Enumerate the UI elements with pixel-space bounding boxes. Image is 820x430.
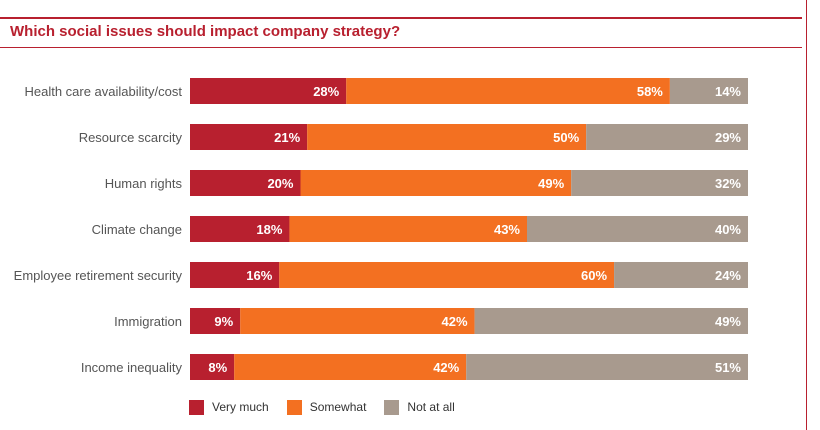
top-rule bbox=[0, 17, 802, 19]
bar-income-inequality-not-at-all bbox=[466, 354, 748, 380]
value-label-human-rights-somewhat: 49% bbox=[538, 176, 564, 191]
category-label-resource-scarcity: Resource scarcity bbox=[79, 130, 183, 145]
bar-climate-change-very-much bbox=[190, 216, 290, 242]
value-label-employee-retirement-security-not-at-all: 24% bbox=[715, 268, 741, 283]
legend: Very much Somewhat Not at all bbox=[189, 398, 473, 416]
value-label-immigration-very-much: 9% bbox=[214, 314, 233, 329]
title-rule bbox=[0, 47, 802, 48]
value-label-health-care-availability-cost-not-at-all: 14% bbox=[715, 84, 741, 99]
bar-human-rights-not-at-all bbox=[571, 170, 748, 196]
legend-item-not-at-all: Not at all bbox=[384, 399, 455, 415]
legend-swatch-not-at-all bbox=[384, 399, 400, 415]
bar-income-inequality-somewhat bbox=[234, 354, 467, 380]
value-label-climate-change-somewhat: 43% bbox=[494, 222, 520, 237]
bar-immigration-very-much bbox=[190, 308, 241, 334]
legend-label-not-at-all: Not at all bbox=[407, 400, 455, 414]
category-label-climate-change: Climate change bbox=[92, 222, 182, 237]
category-label-health-care-availability-cost: Health care availability/cost bbox=[24, 84, 182, 99]
bar-health-care-availability-cost-not-at-all bbox=[669, 78, 748, 104]
bar-climate-change-not-at-all bbox=[527, 216, 748, 242]
value-label-health-care-availability-cost-very-much: 28% bbox=[313, 84, 339, 99]
value-label-climate-change-not-at-all: 40% bbox=[715, 222, 741, 237]
legend-item-very-much: Very much bbox=[189, 399, 269, 415]
legend-swatch-very-much bbox=[189, 399, 204, 415]
value-label-employee-retirement-security-very-much: 16% bbox=[246, 268, 272, 283]
value-label-income-inequality-not-at-all: 51% bbox=[715, 360, 741, 375]
bar-human-rights-somewhat bbox=[300, 170, 572, 196]
stacked-bar-chart: Health care availability/cost 28% 58% 14% Re… bbox=[14, 78, 748, 380]
bar-employee-retirement-security-somewhat bbox=[279, 262, 615, 288]
category-label-immigration: Immigration bbox=[114, 314, 182, 329]
bar-employee-retirement-security-very-much bbox=[190, 262, 280, 288]
value-label-human-rights-very-much: 20% bbox=[267, 176, 293, 191]
bar-employee-retirement-security-not-at-all bbox=[614, 262, 748, 288]
bar-health-care-availability-cost-somewhat bbox=[346, 78, 670, 104]
value-label-climate-change-very-much: 18% bbox=[256, 222, 282, 237]
page-border bbox=[806, 0, 820, 430]
legend-label-somewhat: Somewhat bbox=[309, 400, 367, 414]
value-label-health-care-availability-cost-somewhat: 58% bbox=[637, 84, 663, 99]
value-label-resource-scarcity-somewhat: 50% bbox=[553, 130, 579, 145]
legend-swatch-somewhat bbox=[286, 399, 302, 415]
bar-resource-scarcity-somewhat bbox=[307, 124, 587, 150]
bar-human-rights-very-much bbox=[190, 170, 301, 196]
value-label-resource-scarcity-very-much: 21% bbox=[274, 130, 300, 145]
value-label-human-rights-not-at-all: 32% bbox=[715, 176, 741, 191]
bar-resource-scarcity-very-much bbox=[190, 124, 308, 150]
bar-climate-change-somewhat bbox=[289, 216, 528, 242]
legend-item-somewhat: Somewhat bbox=[286, 399, 367, 415]
value-label-income-inequality-somewhat: 42% bbox=[433, 360, 459, 375]
category-label-income-inequality: Income inequality bbox=[81, 360, 183, 375]
bar-income-inequality-very-much bbox=[190, 354, 235, 380]
value-label-immigration-not-at-all: 49% bbox=[715, 314, 741, 329]
bar-resource-scarcity-not-at-all bbox=[586, 124, 748, 150]
bar-immigration-somewhat bbox=[240, 308, 475, 334]
bar-health-care-availability-cost-very-much bbox=[190, 78, 347, 104]
value-label-resource-scarcity-not-at-all: 29% bbox=[715, 130, 741, 145]
value-label-employee-retirement-security-somewhat: 60% bbox=[581, 268, 607, 283]
bar-immigration-not-at-all bbox=[474, 308, 748, 334]
legend-label-very-much: Very much bbox=[212, 400, 269, 414]
chart-title: Which social issues should impact compan… bbox=[10, 23, 401, 40]
category-label-human-rights: Human rights bbox=[105, 176, 183, 191]
value-label-income-inequality-very-much: 8% bbox=[208, 360, 227, 375]
category-label-employee-retirement-security: Employee retirement security bbox=[14, 268, 183, 283]
value-label-immigration-somewhat: 42% bbox=[442, 314, 468, 329]
